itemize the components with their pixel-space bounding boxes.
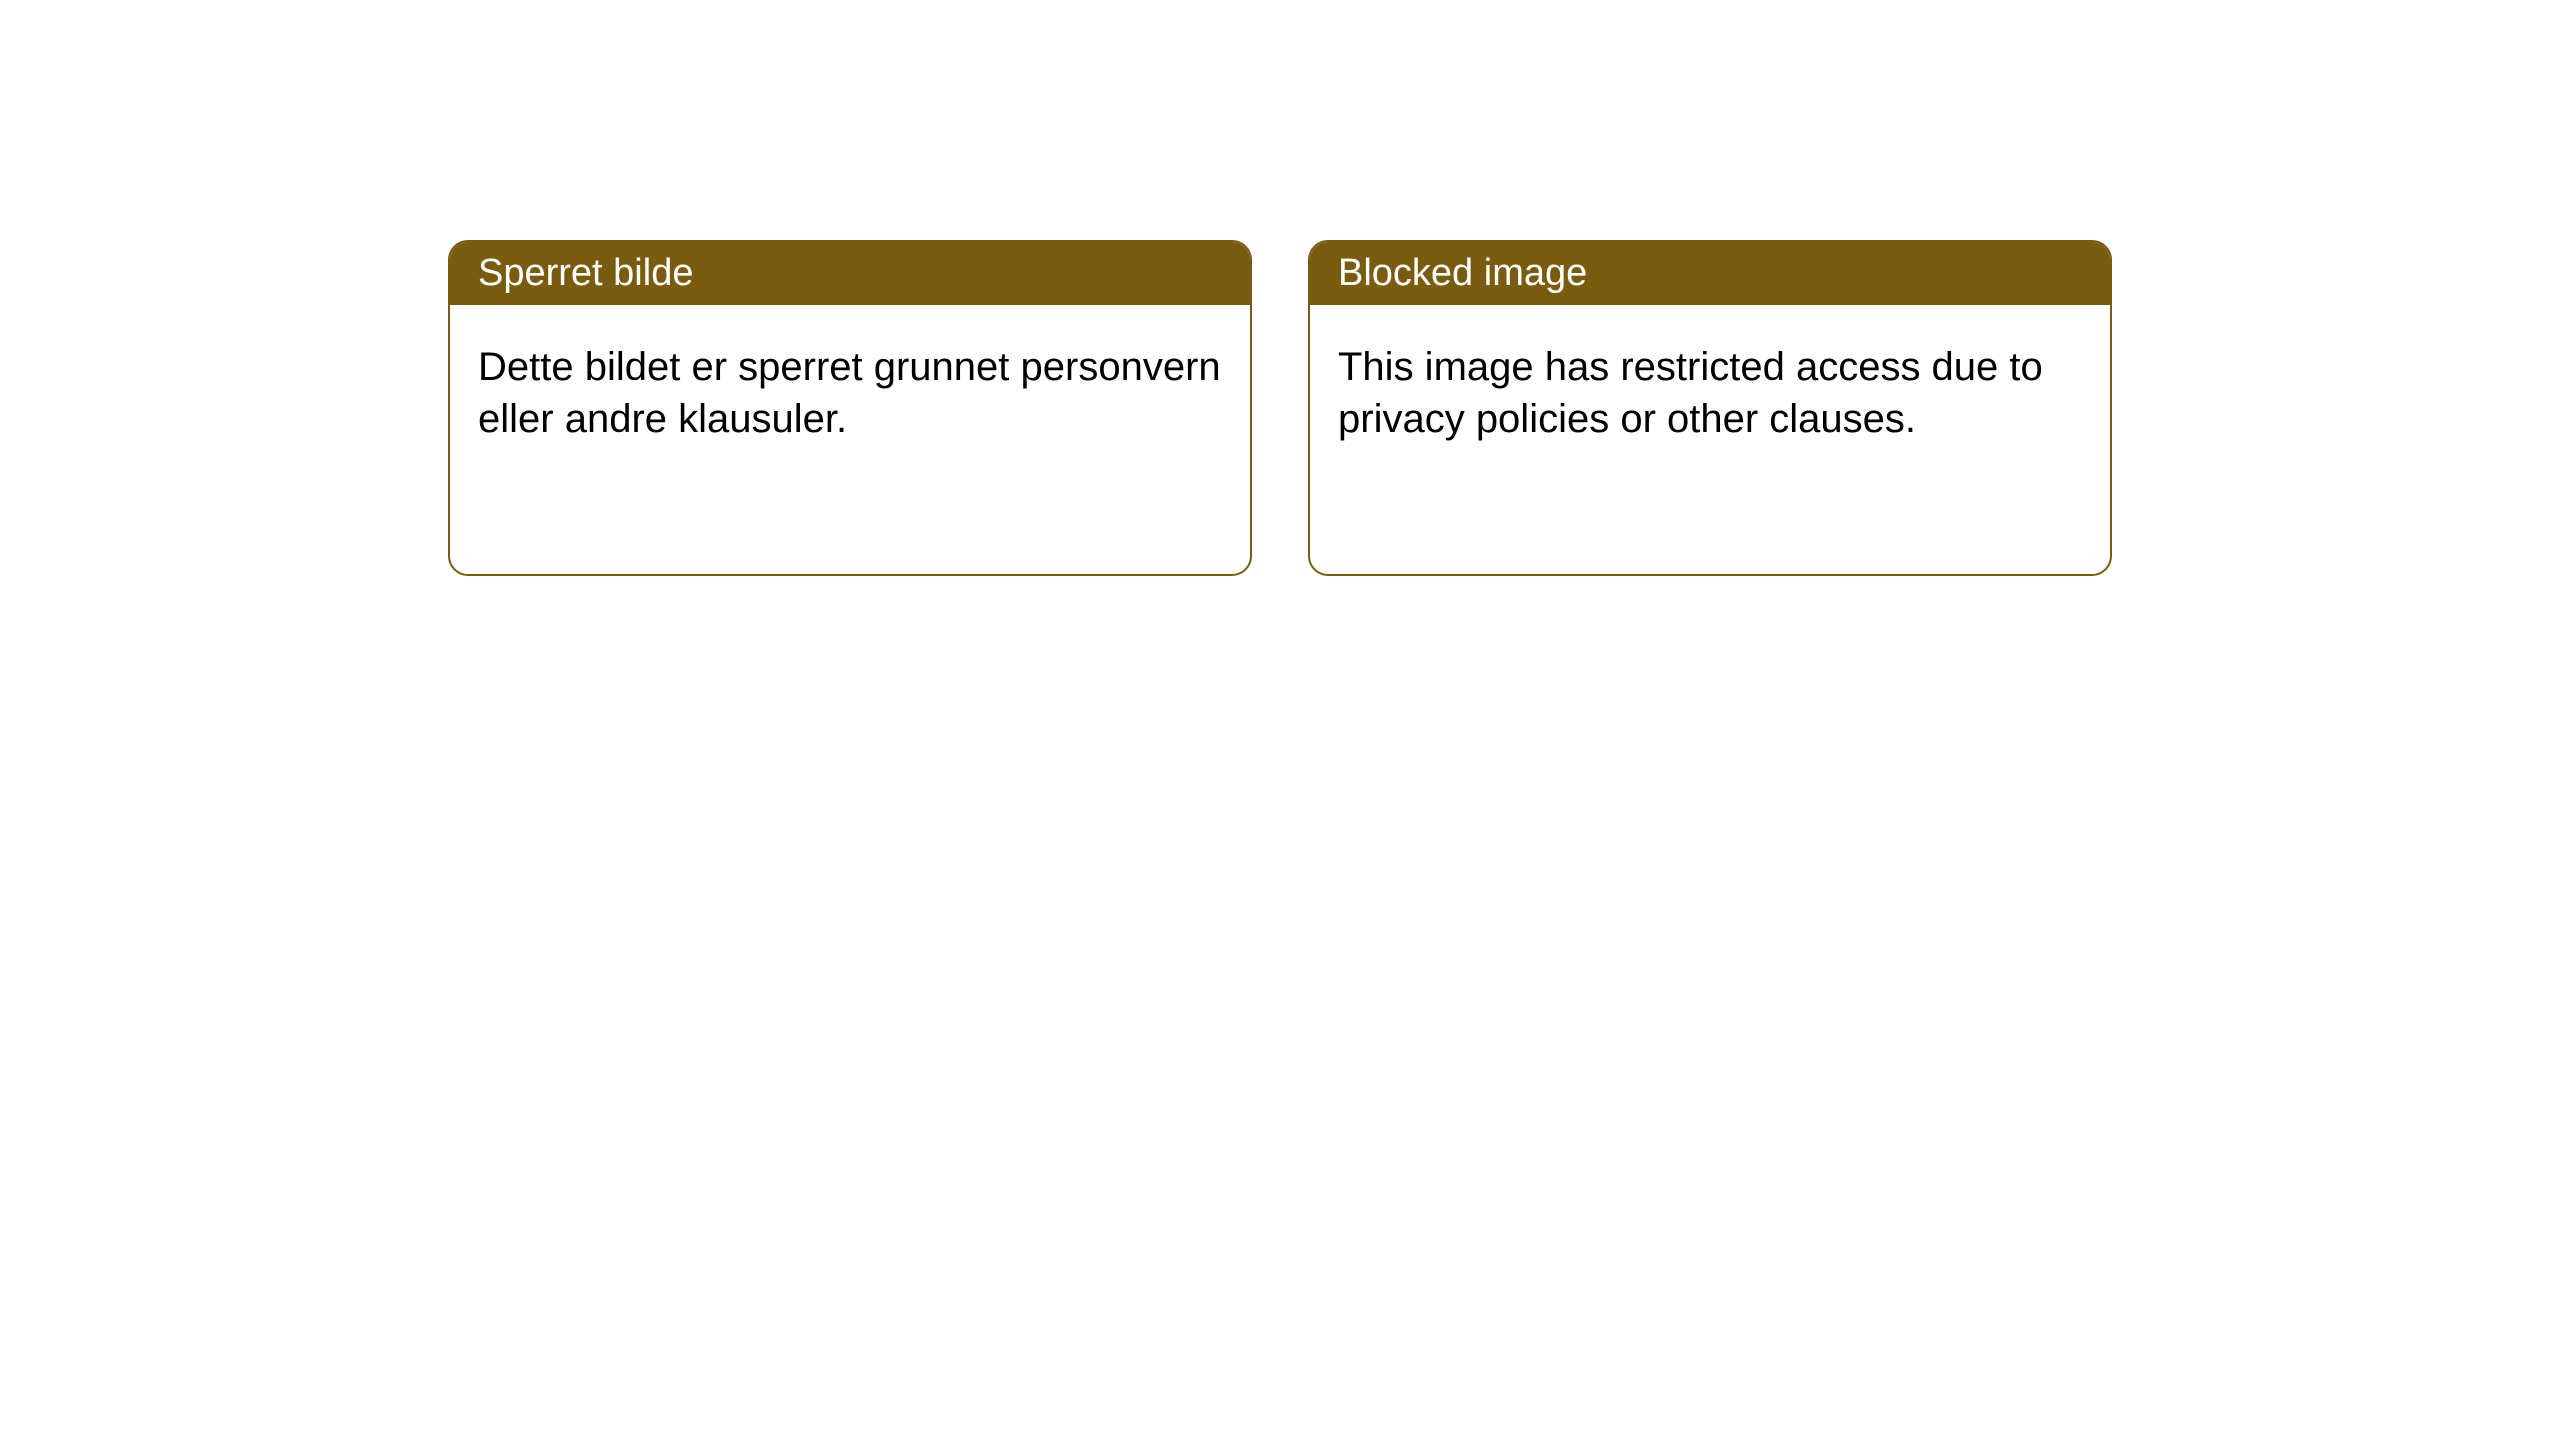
notice-header: Sperret bilde (450, 242, 1250, 305)
notice-title: Sperret bilde (478, 252, 693, 294)
notice-card-english: Blocked image This image has restricted … (1308, 240, 2112, 576)
notice-container: Sperret bilde Dette bildet er sperret gr… (0, 0, 2560, 576)
notice-body: Dette bildet er sperret grunnet personve… (450, 305, 1250, 481)
notice-body-text: This image has restricted access due to … (1338, 345, 2043, 441)
notice-body: This image has restricted access due to … (1310, 305, 2110, 481)
notice-title: Blocked image (1338, 252, 1587, 294)
notice-body-text: Dette bildet er sperret grunnet personve… (478, 345, 1221, 441)
notice-header: Blocked image (1310, 242, 2110, 305)
notice-card-norwegian: Sperret bilde Dette bildet er sperret gr… (448, 240, 1252, 576)
